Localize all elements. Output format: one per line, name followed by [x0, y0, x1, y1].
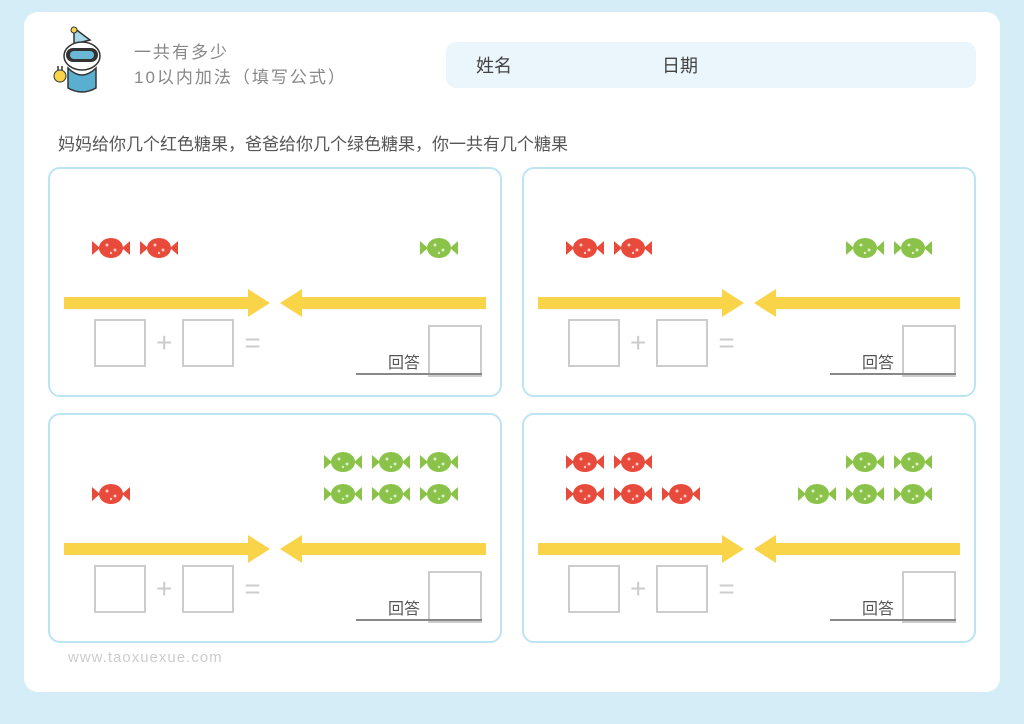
candy-icon: [660, 481, 702, 507]
equals-sign: =: [234, 327, 270, 359]
operand-box-1[interactable]: [94, 319, 146, 367]
name-date-fields: 姓名 日期: [446, 42, 976, 88]
candy-icon: [370, 449, 412, 475]
plus-sign: +: [620, 327, 656, 359]
arrows: [538, 289, 960, 319]
watermark: www.taoxuexue.com: [68, 649, 223, 666]
answer-underline: [356, 619, 482, 621]
equals-sign: =: [234, 573, 270, 605]
candy-row: [844, 449, 934, 475]
candy-row: [564, 235, 654, 261]
candy-row: [322, 449, 460, 475]
candy-icon: [612, 481, 654, 507]
answer-area: 回答: [388, 325, 482, 377]
name-label: 姓名: [476, 52, 512, 78]
plus-sign: +: [620, 573, 656, 605]
arrow-right-icon: [64, 289, 270, 317]
equals-sign: =: [708, 573, 744, 605]
answer-box[interactable]: [902, 325, 956, 377]
problem-panel: + = 回答: [522, 167, 976, 397]
operand-box-2[interactable]: [656, 565, 708, 613]
answer-box[interactable]: [902, 571, 956, 623]
plus-sign: +: [146, 573, 182, 605]
candy-area: [50, 457, 500, 537]
candy-icon: [892, 235, 934, 261]
title-line-2: 10以内加法（填写公式）: [134, 65, 347, 91]
candy-icon: [564, 235, 606, 261]
problem-panel: + = 回答: [48, 413, 502, 643]
answer-box[interactable]: [428, 325, 482, 377]
arrow-left-icon: [754, 535, 960, 563]
candy-row: [564, 449, 654, 475]
candy-icon: [564, 449, 606, 475]
candy-icon: [322, 481, 364, 507]
candy-icon: [418, 481, 460, 507]
date-label: 日期: [662, 52, 698, 78]
title-block: 一共有多少 10以内加法（填写公式）: [134, 40, 347, 91]
answer-area: 回答: [388, 571, 482, 623]
candy-icon: [844, 235, 886, 261]
operand-box-1[interactable]: [568, 319, 620, 367]
problem-panel: + = 回答: [522, 413, 976, 643]
header: 一共有多少 10以内加法（填写公式） 姓名 日期: [24, 12, 1000, 112]
formula-row: + =: [568, 319, 745, 367]
arrows: [64, 289, 486, 319]
answer-underline: [830, 619, 956, 621]
arrow-right-icon: [64, 535, 270, 563]
formula-row: + =: [94, 565, 271, 613]
equals-sign: =: [708, 327, 744, 359]
candy-row: [90, 235, 180, 261]
instruction-text: 妈妈给你几个红色糖果，爸爸给你几个绿色糖果，你一共有几个糖果: [24, 112, 1000, 167]
title-line-1: 一共有多少: [134, 40, 347, 66]
candy-icon: [138, 235, 180, 261]
candy-area: [50, 211, 500, 291]
candy-icon: [892, 449, 934, 475]
candy-icon: [844, 481, 886, 507]
candy-icon: [418, 449, 460, 475]
candy-icon: [90, 235, 132, 261]
plus-sign: +: [146, 327, 182, 359]
candy-icon: [844, 449, 886, 475]
arrows: [538, 535, 960, 565]
candy-icon: [418, 235, 460, 261]
candy-row: [796, 481, 934, 507]
answer-box[interactable]: [428, 571, 482, 623]
arrow-right-icon: [538, 535, 744, 563]
operand-box-2[interactable]: [656, 319, 708, 367]
problem-grid: + = 回答: [24, 167, 1000, 643]
candy-icon: [564, 481, 606, 507]
candy-icon: [796, 481, 838, 507]
candy-row: [418, 235, 460, 261]
candy-row: [90, 481, 132, 507]
candy-icon: [370, 481, 412, 507]
formula-row: + =: [568, 565, 745, 613]
arrow-right-icon: [538, 289, 744, 317]
candy-icon: [612, 235, 654, 261]
answer-underline: [356, 373, 482, 375]
candy-icon: [612, 449, 654, 475]
answer-area: 回答: [862, 325, 956, 377]
candy-icon: [322, 449, 364, 475]
candy-icon: [90, 481, 132, 507]
arrows: [64, 535, 486, 565]
candy-area: [524, 211, 974, 291]
candy-row: [844, 235, 934, 261]
operand-box-2[interactable]: [182, 319, 234, 367]
candy-icon: [892, 481, 934, 507]
operand-box-1[interactable]: [568, 565, 620, 613]
candy-row: [322, 481, 460, 507]
mascot-icon: [48, 26, 120, 104]
arrow-left-icon: [754, 289, 960, 317]
operand-box-1[interactable]: [94, 565, 146, 613]
arrow-left-icon: [280, 535, 486, 563]
candy-row: [564, 481, 702, 507]
formula-row: + =: [94, 319, 271, 367]
answer-area: 回答: [862, 571, 956, 623]
arrow-left-icon: [280, 289, 486, 317]
problem-panel: + = 回答: [48, 167, 502, 397]
candy-area: [524, 457, 974, 537]
worksheet-page: 一共有多少 10以内加法（填写公式） 姓名 日期 妈妈给你几个红色糖果，爸爸给你…: [24, 12, 1000, 692]
operand-box-2[interactable]: [182, 565, 234, 613]
answer-underline: [830, 373, 956, 375]
